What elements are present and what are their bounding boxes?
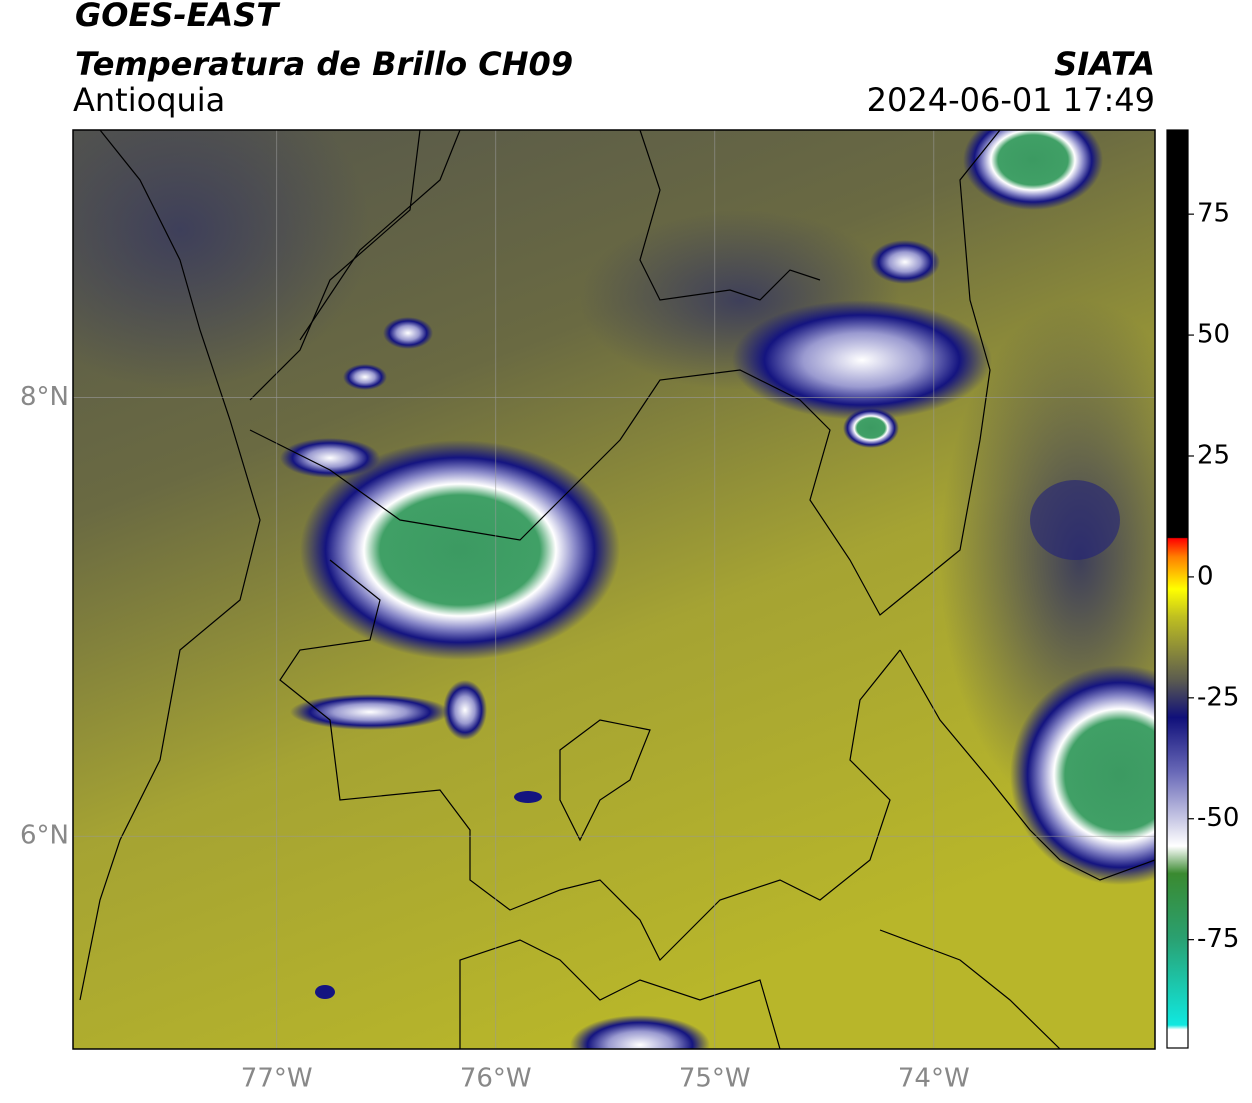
agency: SIATA xyxy=(1054,45,1155,83)
x-tick-label: 76°W xyxy=(460,1064,532,1094)
timestamp: 2024-06-01 17:49 xyxy=(867,81,1155,119)
colorbar-tick-label: 50 xyxy=(1197,320,1230,350)
colorbar-tick-label: -25 xyxy=(1197,682,1239,712)
title: GOES-EAST xyxy=(75,0,280,34)
x-tick-label: 77°W xyxy=(241,1064,313,1094)
region: Antioquia xyxy=(73,81,225,119)
x-tick-label: 74°W xyxy=(898,1064,970,1094)
map-image xyxy=(73,130,1155,1049)
x-tick-label: 75°W xyxy=(679,1064,751,1094)
y-tick-label: 6°N xyxy=(20,821,69,851)
colorbar-tick-label: 0 xyxy=(1197,561,1214,591)
graticule xyxy=(73,130,1155,1049)
colorbar-tick-label: 25 xyxy=(1197,440,1230,470)
colorbar-tick-label: -75 xyxy=(1197,924,1239,954)
y-tick-label: 8°N xyxy=(20,382,69,412)
map-frame xyxy=(72,129,1156,1050)
colorbar xyxy=(1166,129,1189,1049)
colorbar-tick-label: -50 xyxy=(1197,803,1239,833)
subtitle: Temperatura de Brillo CH09 xyxy=(75,45,573,83)
colorbar-tick-label: 75 xyxy=(1197,199,1230,229)
